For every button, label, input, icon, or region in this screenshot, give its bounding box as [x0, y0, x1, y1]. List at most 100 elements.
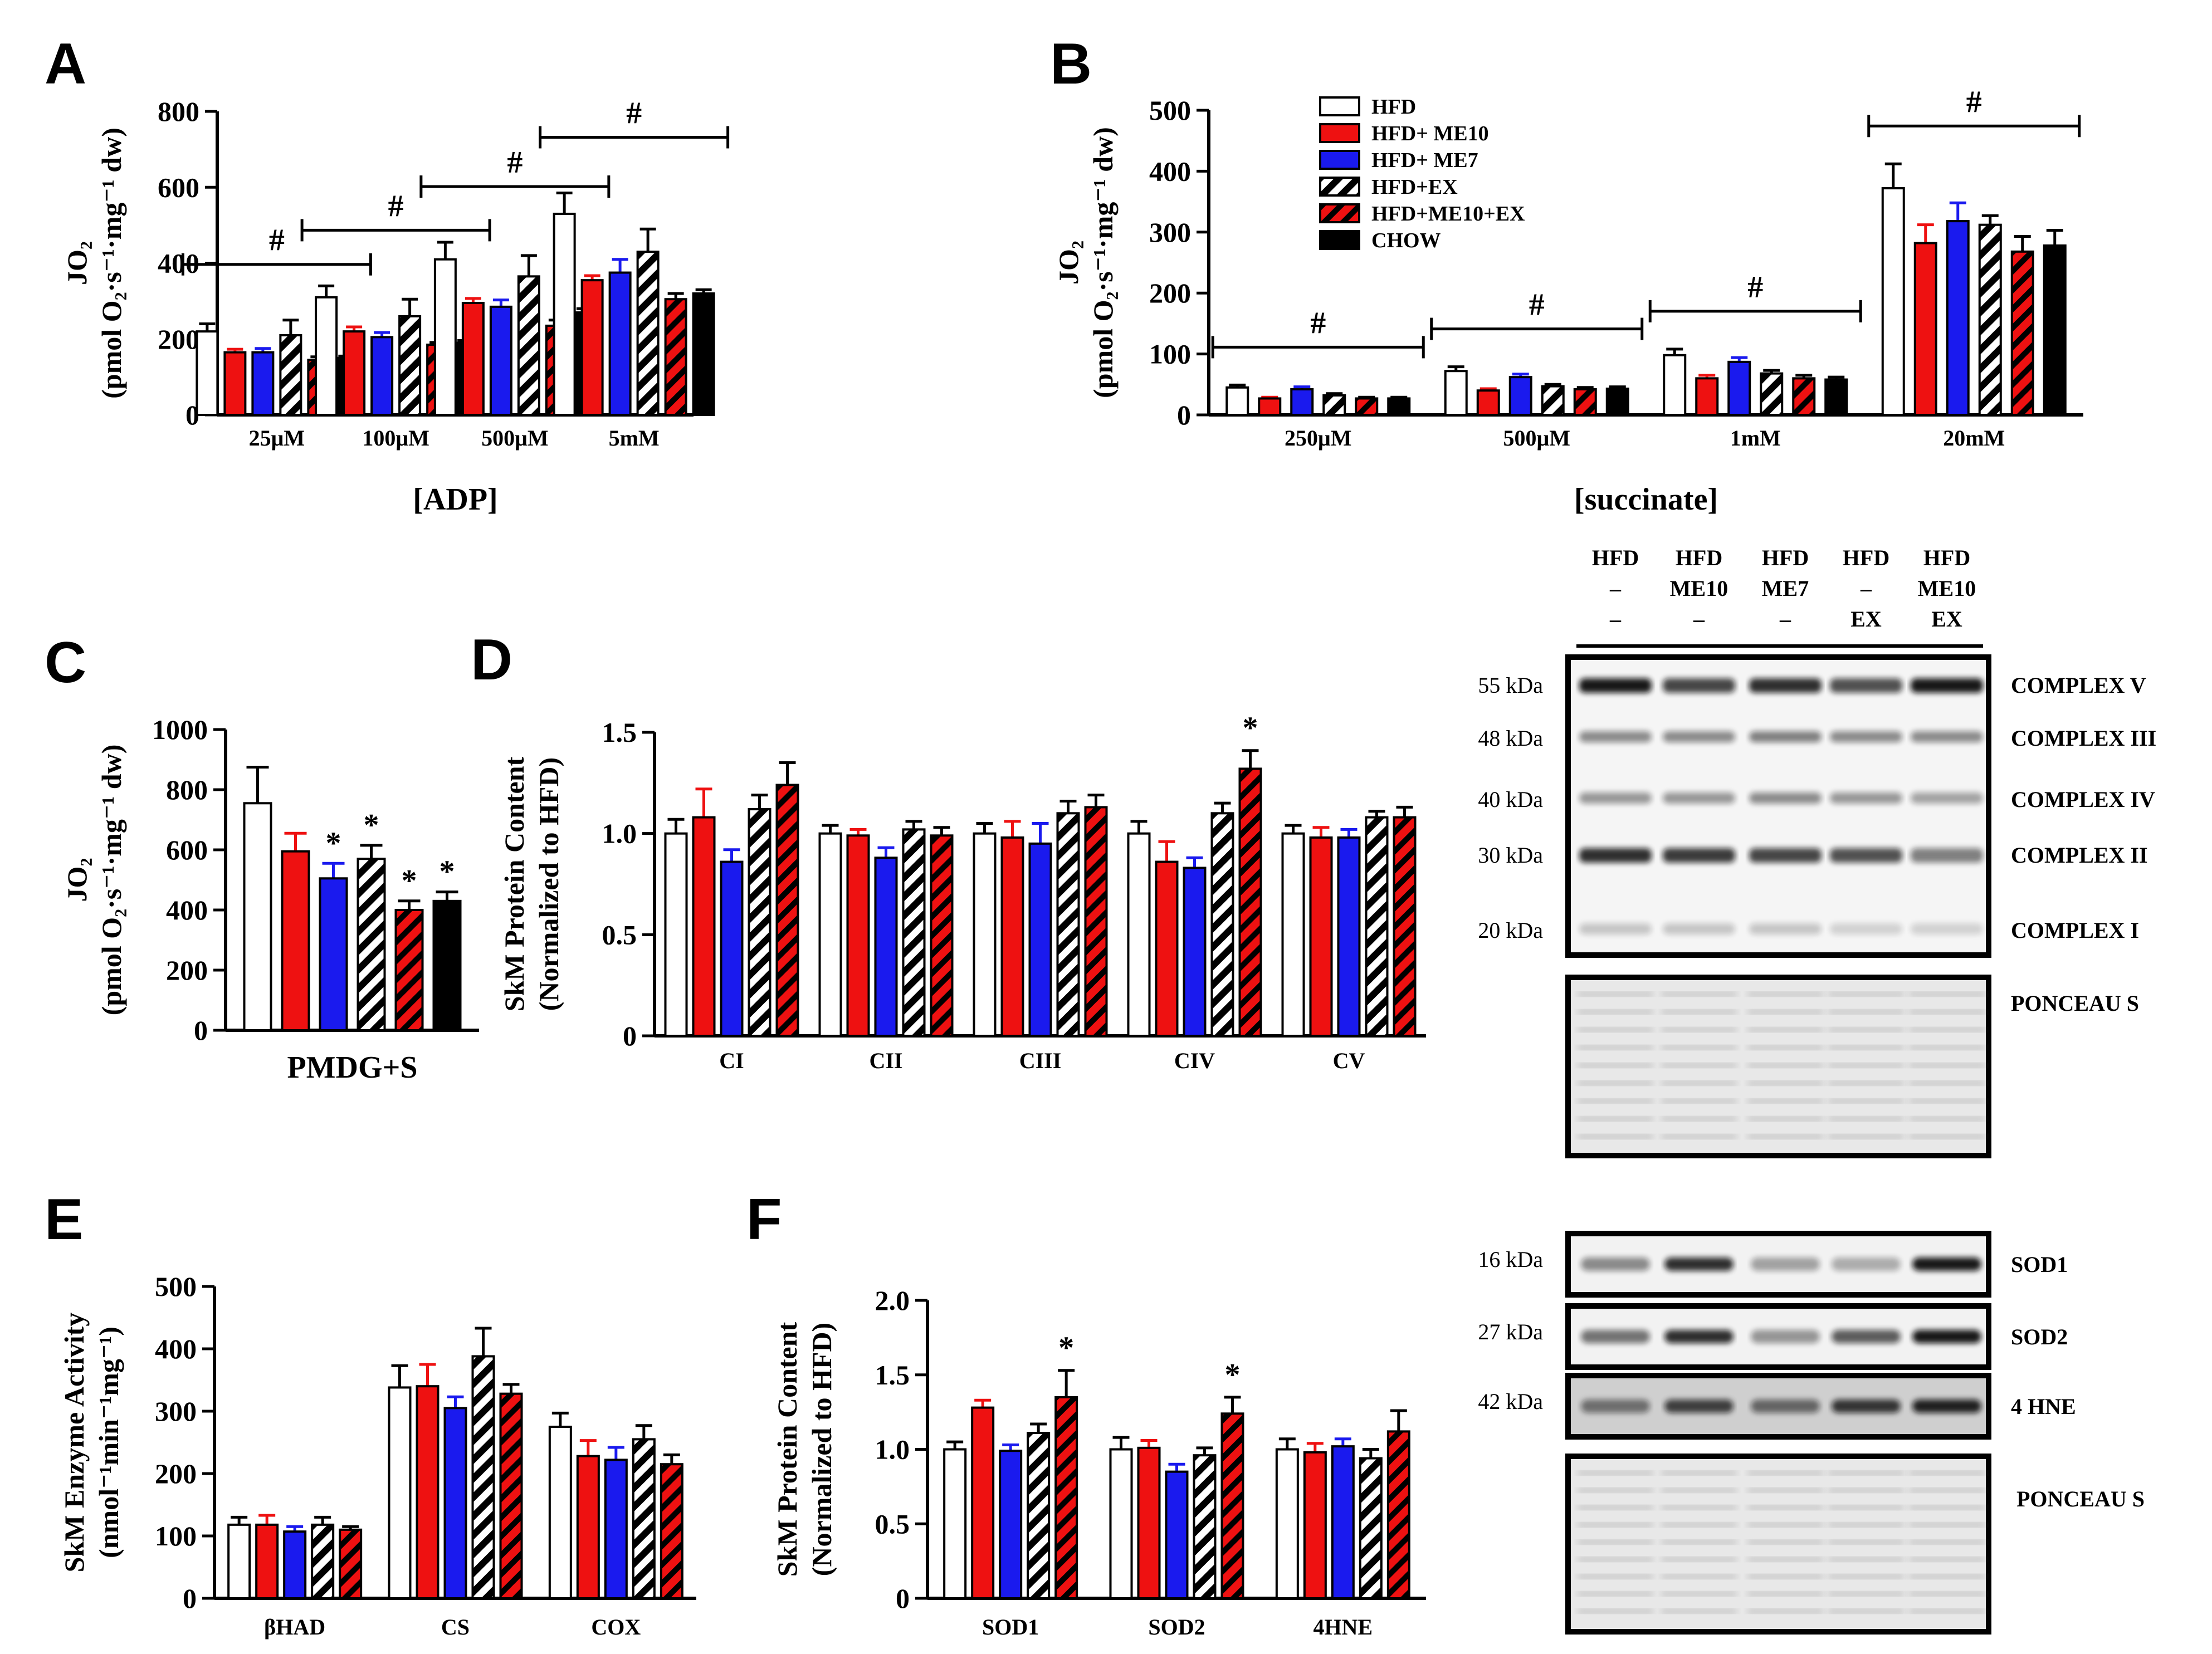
bar-hfd-ex-25-m	[279, 334, 302, 416]
ponceau-smear	[1747, 1116, 1823, 1122]
ponceau-smear	[1828, 1608, 1904, 1614]
ponceau-smear	[1828, 1522, 1904, 1528]
lane-header-label: –	[1609, 606, 1622, 632]
y-tick-label: 600	[166, 834, 208, 865]
y-tick-label: 0.5	[875, 1508, 910, 1539]
bar-hfd-me7-ciii	[1028, 842, 1052, 1038]
ponceau-smear	[1661, 1116, 1737, 1122]
bar-hfd-ex-20mm	[1978, 223, 2002, 416]
ponceau-smear	[1909, 1080, 1985, 1086]
lane-header-label: HFD	[1923, 545, 1970, 570]
blot-band	[1832, 1330, 1901, 1343]
blot-band	[1579, 792, 1652, 804]
ponceau-smear	[1578, 1080, 1653, 1086]
lane-header-label: HFD	[1843, 545, 1889, 570]
significance-hash: #	[1529, 288, 1545, 322]
ponceau-smear	[1747, 1134, 1823, 1139]
chart-panel-d: D 0 0.5 1.0 1.5 SkM Protein Content (Normalize…	[471, 628, 1426, 1073]
y-axis-subtitle: (Normalized to HFD)	[806, 1323, 837, 1576]
ponceau-smear	[1747, 1063, 1823, 1068]
ponceau-smear	[1578, 1557, 1653, 1562]
bar-hfd-20mm	[1881, 187, 1905, 416]
ponceau-smear	[1828, 1505, 1904, 1510]
bar-hfd-ex-cii	[902, 828, 926, 1038]
bar-hfd-me7-had	[283, 1530, 307, 1599]
panel-letter: A	[45, 32, 86, 96]
ponceau-label: PONCEAU S	[2011, 991, 2139, 1016]
ponceau-smear	[1747, 1027, 1823, 1032]
bar-hfd-ciii	[973, 832, 997, 1037]
significance-hash: #	[507, 145, 523, 180]
x-tick-label: 100μM	[362, 425, 429, 451]
x-tick-label: 500μM	[481, 425, 548, 451]
lane-header-label: ME7	[1762, 576, 1809, 601]
bar-hfd-me10-ex-sod2	[1220, 1412, 1244, 1600]
ponceau-smear	[1661, 1009, 1737, 1015]
blot-band	[1751, 1257, 1820, 1271]
ponceau-label: PONCEAU S	[2016, 1486, 2145, 1511]
bar-hfd-me10-cs	[416, 1385, 440, 1599]
lane-header-label: HFD	[1762, 545, 1809, 570]
x-axis-title: [succinate]	[1574, 482, 1718, 517]
bar-hfd-500-m	[433, 258, 457, 416]
significance-hash: #	[626, 96, 642, 130]
ponceau-smear	[1747, 1539, 1823, 1545]
bar-hfd-me7-500-m	[1508, 376, 1532, 416]
y-tick-label: 0	[194, 1015, 208, 1046]
bar-hfd-ex-cox	[632, 1438, 656, 1599]
y-axis-subtitle: (nmol⁻¹min⁻¹mg⁻¹)	[93, 1327, 124, 1558]
ponceau-smear	[1661, 1045, 1737, 1050]
bar-hfd-me10-250-m	[1258, 397, 1282, 416]
blot-band	[1581, 1399, 1650, 1413]
bar-hfd-me10-ex-5mm	[664, 298, 687, 416]
blot-band	[1579, 731, 1652, 742]
bar-hfd-ex-ci	[748, 808, 771, 1037]
significance-hash: #	[269, 223, 285, 258]
chart-panel-f: F 0 0.5 1.0 1.5 2.0 SkM Protein Content (Normal…	[746, 1187, 1426, 1640]
bar-hfd-ex-pmdg-s	[357, 858, 386, 1031]
significance-hash: #	[1966, 85, 1982, 119]
bar-hfd-pmdg-s	[243, 802, 272, 1032]
legend-label: HFD	[1371, 95, 1416, 119]
bar-hfd-ex-1mm	[1760, 372, 1784, 416]
bar-hfd-ex-100-m	[398, 315, 422, 416]
bar-hfd-me7-sod2	[1165, 1470, 1189, 1599]
ponceau-smear	[1828, 1027, 1904, 1032]
ponceau-smear	[1578, 1063, 1653, 1068]
bar-hfd-ex-civ	[1210, 812, 1234, 1038]
lane-header-label: –	[1779, 606, 1791, 632]
bar-hfd-ex-ciii	[1056, 812, 1080, 1038]
ponceau-smear	[1747, 1098, 1823, 1104]
bar-hfd-me10-ex-ci	[775, 784, 799, 1037]
blot-band	[1579, 678, 1652, 693]
ponceau-smear	[1909, 1557, 1985, 1562]
bar-hfd-civ	[1127, 832, 1151, 1037]
ponceau-smear	[1909, 991, 1985, 997]
y-tick-label: 300	[155, 1396, 197, 1427]
bar-hfd-me10-100-m	[343, 330, 366, 416]
blot-band	[1751, 1399, 1820, 1413]
y-axis-title: JO₂	[1053, 241, 1084, 285]
ponceau-smear	[1909, 1505, 1985, 1510]
bar-hfd-me10-ex-4hne	[1386, 1430, 1410, 1599]
y-tick-label: 400	[1149, 155, 1191, 187]
x-tick-label: 20mM	[1943, 425, 2005, 451]
bar-hfd-me10-ciii	[1000, 836, 1024, 1038]
blot-band	[1581, 1330, 1650, 1343]
ponceau-smear	[1578, 1574, 1653, 1579]
ponceau-smear	[1909, 1045, 1985, 1050]
ponceau-smear	[1578, 1591, 1653, 1597]
ponceau-smear	[1828, 1009, 1904, 1015]
x-tick-label: CV	[1333, 1048, 1365, 1073]
x-tick-label: CII	[869, 1048, 902, 1073]
y-tick-label: 200	[155, 1458, 197, 1489]
panel-letter: D	[471, 628, 512, 692]
ponceau-smear	[1578, 1027, 1653, 1032]
y-axis-title: SkM Enzyme Activity	[58, 1313, 90, 1573]
significance-hash: #	[1310, 306, 1326, 340]
legend-swatch-hfd	[1319, 96, 1360, 116]
chart-panel-e: E 0 100 200 300 400 500 SkM Enzyme Activity (nmo…	[45, 1187, 696, 1640]
bar-hfd-me7-civ	[1183, 867, 1207, 1038]
